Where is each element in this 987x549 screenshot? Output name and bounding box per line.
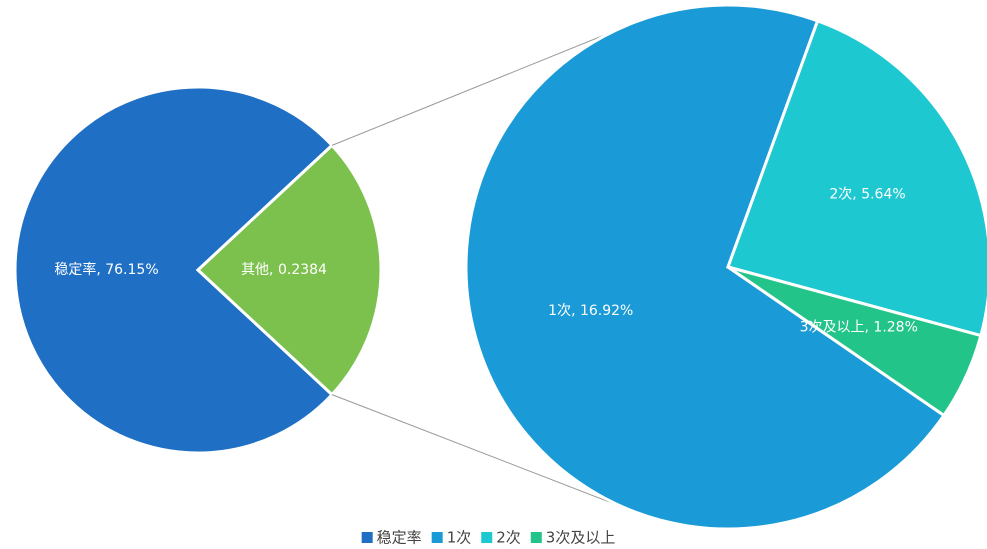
data-label: 3次及以上, 1.28%: [800, 320, 918, 336]
legend-entry: 2次: [496, 529, 521, 547]
legend-entry: 稳定率: [377, 529, 422, 547]
pie-slice: [464, 3, 947, 531]
data-label: 其他, 0.2384: [241, 262, 327, 278]
legend-swatch: [361, 532, 373, 543]
pie-slice: [195, 143, 383, 397]
pie-slice: [726, 18, 987, 338]
legend-swatch: [530, 532, 542, 543]
connector: [331, 394, 635, 513]
data-label: 稳定率, 76.15%: [54, 261, 158, 278]
data-label: 2次, 5.64%: [829, 187, 905, 203]
legend-entry: 1次: [447, 529, 472, 547]
legend-entry: 3次及以上: [546, 529, 616, 547]
legend: 稳定率 1次 2次 3次及以上: [361, 529, 616, 547]
legend-swatch: [431, 532, 443, 543]
legend-swatch: [481, 532, 493, 543]
pie-slice: [727, 265, 983, 418]
connector: [331, 31, 614, 146]
pie-slice: [13, 85, 335, 455]
data-label: 1次, 16.92%: [548, 303, 633, 319]
